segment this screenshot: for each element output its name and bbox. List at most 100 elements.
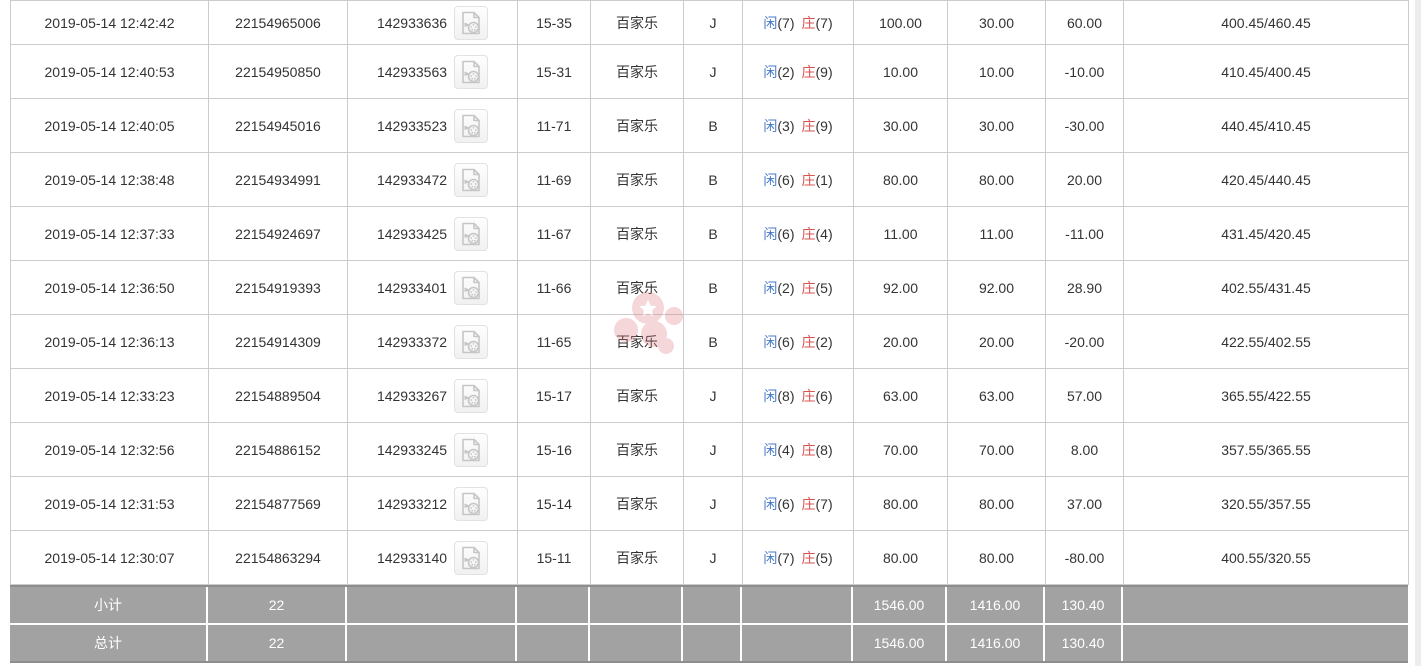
- cell-valid-amount: 70.00: [947, 422, 1046, 477]
- table-row: 2019-05-14 12:30:07 22154863294 14293314…: [10, 530, 1409, 585]
- cell-bet-amount: 80.00: [853, 476, 948, 531]
- cell-order-no: 22154965006: [208, 0, 348, 45]
- cell-bet-time: 2019-05-14 12:31:53: [10, 476, 209, 531]
- game-id-text: 142933267: [376, 387, 448, 404]
- cell-bet-type: J: [683, 368, 743, 423]
- player-result: (6): [777, 225, 795, 242]
- cell-game-name: 百家乐: [590, 422, 684, 477]
- cell-bet-time: 2019-05-14 12:36:50: [10, 260, 209, 315]
- cell-order-no: 22154886152: [208, 422, 348, 477]
- cell-bet-time: 2019-05-14 12:37:33: [10, 206, 209, 261]
- cell-game-name: 百家乐: [590, 314, 684, 369]
- subtotal-row: 小计 22 1546.00 1416.00 130.40: [10, 585, 1408, 623]
- cell-game-result: 闲(3) 庄(9): [742, 98, 854, 153]
- cell-game-result: 闲(6) 庄(2): [742, 314, 854, 369]
- banker-result: (5): [815, 279, 833, 296]
- video-replay-icon: [462, 168, 480, 191]
- cell-round: 11-67: [517, 206, 591, 261]
- cell-bet-time: 2019-05-14 12:38:48: [10, 152, 209, 207]
- player-result: (4): [777, 441, 795, 458]
- cell-win-loss: 8.00: [1045, 422, 1124, 477]
- cell-win-loss: 37.00: [1045, 476, 1124, 531]
- video-replay-icon: [462, 546, 480, 569]
- cell-win-loss: 60.00: [1045, 0, 1124, 45]
- game-id-text: 142933523: [376, 117, 448, 134]
- banker-result: (9): [815, 63, 833, 80]
- cell-order-no: 22154945016: [208, 98, 348, 153]
- banker-label: 庄: [801, 387, 816, 404]
- cell-balance: 402.55/431.45: [1123, 260, 1409, 315]
- banker-label: 庄: [801, 63, 816, 80]
- banker-result: (8): [815, 441, 833, 458]
- summary-count: 22: [208, 625, 347, 661]
- cell-bet-type: B: [683, 314, 743, 369]
- video-replay-button[interactable]: [454, 486, 489, 521]
- video-replay-button[interactable]: [454, 5, 489, 40]
- cell-game-id: 142933523: [347, 98, 518, 153]
- game-id-text: 142933425: [376, 225, 448, 242]
- banker-result: (7): [815, 495, 833, 512]
- cell-game-name: 百家乐: [590, 206, 684, 261]
- cell-game-id: 142933245: [347, 422, 518, 477]
- cell-valid-amount: 10.00: [947, 44, 1046, 99]
- cell-bet-time: 2019-05-14 12:42:42: [10, 0, 209, 45]
- scrollbar[interactable]: [1415, 0, 1421, 666]
- video-replay-icon: [462, 222, 480, 245]
- video-replay-button[interactable]: [454, 324, 489, 359]
- cell-game-result: 闲(6) 庄(4): [742, 206, 854, 261]
- player-label: 闲: [763, 171, 778, 188]
- summary-label: 总计: [10, 625, 208, 661]
- cell-bet-type: J: [683, 476, 743, 531]
- cell-game-result: 闲(8) 庄(6): [742, 368, 854, 423]
- cell-game-name: 百家乐: [590, 368, 684, 423]
- video-replay-button[interactable]: [454, 270, 489, 305]
- video-replay-button[interactable]: [454, 108, 489, 143]
- cell-balance: 410.45/400.45: [1123, 44, 1409, 99]
- cell-balance: 400.55/320.55: [1123, 530, 1409, 585]
- cell-round: 11-71: [517, 98, 591, 153]
- cell-balance: 320.55/357.55: [1123, 476, 1409, 531]
- table-row: 2019-05-14 12:32:56 22154886152 14293324…: [10, 422, 1409, 477]
- player-result: (6): [777, 495, 795, 512]
- player-label: 闲: [763, 225, 778, 242]
- video-replay-button[interactable]: [454, 54, 489, 89]
- video-replay-button[interactable]: [454, 378, 489, 413]
- cell-order-no: 22154919393: [208, 260, 348, 315]
- video-replay-button[interactable]: [454, 432, 489, 467]
- banker-label: 庄: [801, 279, 816, 296]
- cell-round: 15-17: [517, 368, 591, 423]
- cell-bet-type: J: [683, 530, 743, 585]
- banker-result: (9): [815, 117, 833, 134]
- video-replay-button[interactable]: [454, 216, 489, 251]
- cell-game-name: 百家乐: [590, 260, 684, 315]
- cell-order-no: 22154877569: [208, 476, 348, 531]
- player-label: 闲: [763, 333, 778, 350]
- cell-game-name: 百家乐: [590, 530, 684, 585]
- cell-balance: 440.45/410.45: [1123, 98, 1409, 153]
- video-replay-button[interactable]: [454, 162, 489, 197]
- player-label: 闲: [763, 387, 778, 404]
- game-id-text: 142933636: [376, 14, 448, 31]
- table-row: 2019-05-14 12:33:23 22154889504 14293326…: [10, 368, 1409, 423]
- records-table: 2019-05-14 12:42:42 22154965006 14293363…: [10, 0, 1409, 585]
- cell-bet-amount: 100.00: [853, 0, 948, 45]
- cell-game-name: 百家乐: [590, 0, 684, 45]
- cell-balance: 431.45/420.45: [1123, 206, 1409, 261]
- game-id-text: 142933245: [376, 441, 448, 458]
- cell-balance: 420.45/440.45: [1123, 152, 1409, 207]
- cell-bet-time: 2019-05-14 12:30:07: [10, 530, 209, 585]
- cell-game-result: 闲(6) 庄(7): [742, 476, 854, 531]
- game-id-text: 142933212: [376, 495, 448, 512]
- player-label: 闲: [763, 117, 778, 134]
- cell-game-result: 闲(7) 庄(5): [742, 530, 854, 585]
- banker-label: 庄: [801, 225, 816, 242]
- banker-result: (1): [815, 171, 833, 188]
- cell-order-no: 22154889504: [208, 368, 348, 423]
- cell-bet-amount: 11.00: [853, 206, 948, 261]
- cell-order-no: 22154924697: [208, 206, 348, 261]
- cell-bet-amount: 80.00: [853, 152, 948, 207]
- game-id-text: 142933401: [376, 279, 448, 296]
- cell-valid-amount: 80.00: [947, 530, 1046, 585]
- video-replay-button[interactable]: [454, 540, 489, 575]
- cell-round: 15-11: [517, 530, 591, 585]
